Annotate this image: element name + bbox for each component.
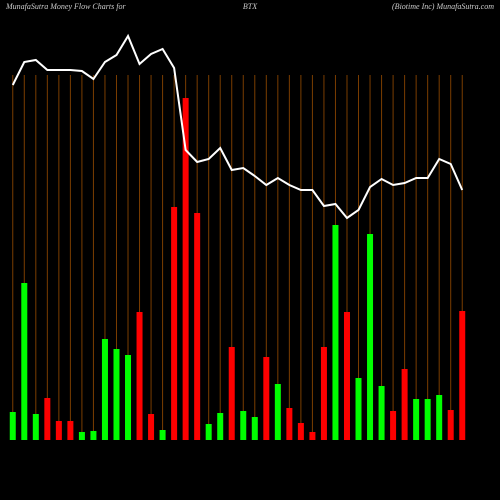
bar bbox=[217, 413, 224, 440]
bar bbox=[436, 395, 443, 440]
bar bbox=[240, 411, 247, 440]
bar bbox=[251, 417, 258, 440]
bar bbox=[320, 347, 327, 440]
bar bbox=[343, 312, 350, 440]
bar bbox=[447, 410, 454, 440]
bar bbox=[297, 423, 304, 440]
bar bbox=[286, 408, 293, 440]
bar bbox=[424, 399, 431, 440]
bar bbox=[205, 424, 212, 440]
bar bbox=[90, 431, 97, 440]
chart-title: BTX bbox=[243, 2, 258, 11]
bar bbox=[78, 432, 85, 440]
bar bbox=[21, 283, 28, 440]
bar bbox=[159, 430, 166, 440]
bar bbox=[67, 421, 74, 440]
bar bbox=[459, 311, 466, 440]
bar bbox=[390, 411, 397, 440]
bar bbox=[355, 378, 362, 440]
bar bbox=[113, 349, 120, 440]
bar bbox=[263, 357, 270, 440]
bar bbox=[171, 207, 178, 440]
bar bbox=[125, 355, 132, 440]
bar bbox=[101, 339, 108, 440]
bar bbox=[401, 369, 408, 440]
bar bbox=[182, 98, 189, 440]
bar bbox=[32, 414, 39, 440]
bar bbox=[9, 412, 16, 440]
bar bbox=[332, 225, 339, 440]
chart-title-right: (Biotime Inc) MunafaSutra.com bbox=[392, 2, 494, 11]
bar bbox=[309, 432, 316, 440]
bar bbox=[148, 414, 155, 440]
bar bbox=[228, 347, 235, 440]
bar bbox=[367, 234, 374, 440]
bar bbox=[274, 384, 281, 440]
bar bbox=[136, 312, 143, 440]
bar bbox=[44, 398, 51, 440]
bar bbox=[55, 421, 62, 440]
bar bbox=[413, 399, 420, 440]
bar bbox=[378, 386, 385, 440]
bar bbox=[194, 213, 201, 440]
price-line bbox=[11, 33, 464, 220]
chart-title-left: MunafaSutra Money Flow Charts for bbox=[5, 2, 126, 11]
